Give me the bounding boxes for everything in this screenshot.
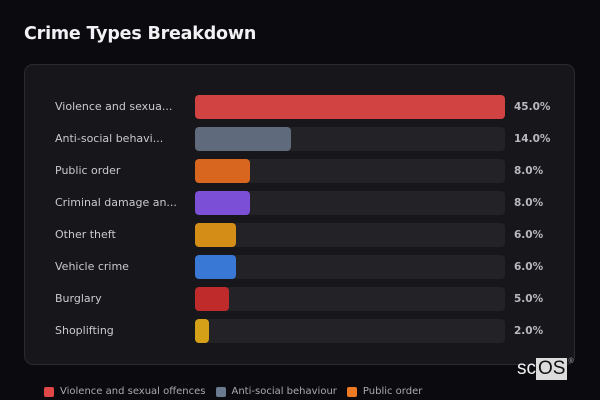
bar-value: 6.0%: [514, 229, 544, 241]
bar-fill[interactable]: [195, 191, 251, 215]
bar-label: Other theft: [55, 228, 116, 241]
watermark-logo: sc OS ®: [517, 358, 574, 380]
bar-track: [195, 159, 505, 183]
bar-label: Shoplifting: [55, 324, 114, 337]
bar-row: Vehicle crime 6.0%: [25, 255, 574, 279]
bar-track: [195, 95, 505, 119]
bar-track: [195, 319, 505, 343]
legend-item[interactable]: Public order: [346, 386, 423, 397]
bar-value: 14.0%: [514, 133, 551, 145]
legend-item[interactable]: Violence and sexual offences: [44, 386, 206, 397]
chart-title: Crime Types Breakdown: [24, 24, 257, 44]
bar-fill[interactable]: [195, 159, 251, 183]
legend-swatch-icon: [215, 386, 226, 397]
bar-fill[interactable]: [195, 95, 505, 119]
bar-label: Vehicle crime: [55, 260, 129, 273]
bar-label: Anti-social behavi...: [55, 132, 164, 145]
watermark-prefix: sc: [517, 358, 536, 379]
bar-label: Criminal damage an...: [55, 196, 177, 209]
watermark-boxed: OS: [536, 358, 568, 380]
bar-label: Violence and sexua...: [55, 100, 173, 113]
bar-row: Criminal damage an... 8.0%: [25, 191, 574, 215]
legend-swatch-icon: [44, 386, 54, 397]
bar-track: [195, 191, 505, 215]
bar-row: Public order 8.0%: [25, 159, 574, 183]
bar-value: 8.0%: [514, 197, 544, 209]
bar-value: 8.0%: [514, 165, 544, 177]
bar-fill[interactable]: [195, 127, 292, 151]
bar-label: Public order: [55, 164, 121, 177]
legend-label: Violence and sexual offences: [60, 386, 206, 397]
chart-legend: Violence and sexual offences Anti-social …: [44, 386, 422, 397]
bar-track: [195, 223, 505, 247]
bar-fill[interactable]: [195, 287, 230, 311]
bar-row: Violence and sexua... 45.0%: [25, 95, 574, 119]
bar-track: [195, 287, 505, 311]
bar-track: [195, 255, 505, 279]
bar-row: Other theft 6.0%: [25, 223, 574, 247]
legend-label: Anti-social behaviour: [231, 386, 337, 397]
bar-label: Burglary: [55, 292, 102, 305]
bar-value: 45.0%: [514, 101, 551, 113]
bar-row: Anti-social behavi... 14.0%: [25, 127, 574, 151]
bar-value: 2.0%: [514, 325, 544, 337]
bar-fill[interactable]: [195, 223, 237, 247]
bar-row: Shoplifting 2.0%: [25, 319, 574, 343]
legend-label: Public order: [362, 386, 423, 397]
bar-value: 6.0%: [514, 261, 544, 273]
registered-icon: ®: [568, 358, 574, 365]
bar-track: [195, 127, 505, 151]
bar-value: 5.0%: [514, 293, 544, 305]
bar-fill[interactable]: [195, 255, 237, 279]
bar-fill[interactable]: [195, 319, 209, 343]
bar-row: Burglary 5.0%: [25, 287, 574, 311]
legend-swatch-icon: [346, 386, 357, 397]
legend-item[interactable]: Anti-social behaviour: [215, 386, 337, 397]
chart-card: Violence and sexua... 45.0% Anti-social be…: [24, 64, 575, 365]
